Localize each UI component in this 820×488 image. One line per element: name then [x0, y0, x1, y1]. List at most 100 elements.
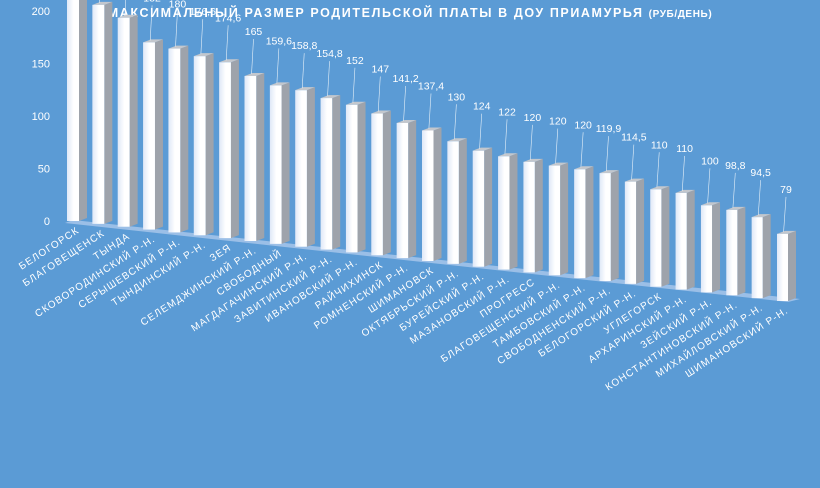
bar-top	[396, 119, 417, 123]
bar-top	[523, 158, 543, 162]
chart-title-unit: (РУБ/ДЕНЬ)	[648, 9, 713, 20]
bar	[523, 161, 535, 273]
bar-side	[788, 230, 796, 301]
bar-top	[498, 153, 518, 157]
bar-side	[154, 39, 163, 230]
value-label: 119,9	[596, 123, 622, 135]
value-label: 152	[346, 55, 364, 67]
bar-side	[332, 95, 341, 250]
bar-top	[548, 162, 569, 166]
bar-side	[610, 170, 619, 281]
bar	[193, 56, 206, 236]
bar	[498, 156, 510, 270]
value-leader	[251, 38, 254, 75]
value-label: 130	[448, 91, 466, 103]
bar-top	[219, 59, 239, 63]
bar-side	[712, 202, 721, 293]
value-label: 120	[549, 116, 567, 128]
bar	[624, 181, 637, 284]
value-leader	[631, 144, 635, 180]
value-leader	[453, 104, 457, 140]
bar-top	[624, 178, 645, 182]
bar-side	[509, 153, 518, 270]
bar-top	[700, 202, 721, 206]
chart-title-text: МАКСИМАЛЬНЫЙ РАЗМЕР РОДИТЕЛЬСКОЙ ПЛАТЫ В…	[107, 6, 644, 20]
bar	[168, 48, 181, 233]
value-label: 182	[143, 0, 161, 4]
bar-side	[306, 87, 315, 247]
bar	[371, 113, 383, 256]
value-label: 94,5	[750, 167, 771, 179]
bar-side	[408, 119, 417, 259]
value-label: 98,8	[725, 160, 746, 172]
bar-side	[256, 73, 265, 241]
value-leader	[479, 113, 483, 149]
chart-title: МАКСИМАЛЬНЫЙ РАЗМЕР РОДИТЕЛЬСКОЙ ПЛАТЫ В…	[0, 6, 820, 20]
value-leader	[580, 132, 584, 168]
bar	[548, 165, 561, 276]
bar-top	[777, 230, 796, 234]
value-label: 114,5	[621, 132, 647, 144]
bar-top	[371, 110, 391, 114]
value-leader	[377, 76, 381, 112]
value-leader	[301, 53, 305, 89]
value-leader	[175, 11, 178, 47]
bar-side	[458, 138, 467, 264]
value-leader	[783, 196, 787, 232]
value-label: 79	[780, 184, 792, 196]
value-label: 176,6	[190, 6, 216, 18]
bar-top	[193, 53, 214, 57]
bar-top	[92, 1, 113, 5]
value-leader	[124, 0, 126, 16]
bar-side	[534, 158, 543, 273]
value-label: 120	[574, 119, 592, 131]
value-leader	[529, 124, 533, 160]
value-label: 110	[651, 139, 668, 151]
value-leader	[149, 5, 153, 41]
value-leader	[707, 168, 711, 204]
bar-side	[281, 82, 290, 244]
bar	[67, 0, 79, 222]
bar	[472, 150, 485, 267]
bar-side	[382, 110, 391, 256]
bar	[396, 122, 409, 259]
value-label: 158,8	[291, 40, 317, 52]
bar	[751, 217, 763, 299]
value-leader	[225, 25, 229, 61]
bar-side	[484, 147, 493, 267]
bar-top	[117, 14, 138, 18]
bar-top	[295, 87, 315, 91]
value-label: 159,6	[266, 35, 292, 47]
value-leader	[428, 93, 432, 129]
y-tick-label: 150	[32, 59, 50, 71]
value-label: 120	[524, 112, 542, 124]
bar	[92, 4, 105, 224]
bar-top	[143, 39, 163, 43]
y-tick-label: 100	[32, 111, 50, 123]
y-tick-label: 200	[32, 6, 50, 18]
bar	[269, 85, 282, 244]
bar	[117, 17, 130, 227]
value-label: 122	[498, 106, 516, 118]
bar	[777, 233, 788, 301]
bar	[599, 173, 611, 281]
bar-top	[675, 189, 695, 193]
bar-side	[636, 178, 645, 284]
bar	[143, 42, 155, 230]
bar-side	[357, 101, 366, 253]
bar-side	[104, 1, 113, 224]
value-leader	[732, 172, 736, 208]
bar	[700, 205, 713, 293]
value-leader	[276, 48, 280, 84]
y-tick-label: 0	[44, 216, 50, 228]
value-label: 165	[245, 26, 263, 38]
bar-top	[168, 45, 189, 49]
bar	[726, 209, 738, 296]
value-label: 174,6	[215, 12, 241, 24]
bar	[447, 141, 459, 264]
bar-top	[422, 127, 442, 131]
bar-side	[560, 162, 569, 276]
value-label: 147	[372, 64, 390, 76]
bar-top	[599, 170, 619, 174]
bar	[219, 62, 231, 239]
